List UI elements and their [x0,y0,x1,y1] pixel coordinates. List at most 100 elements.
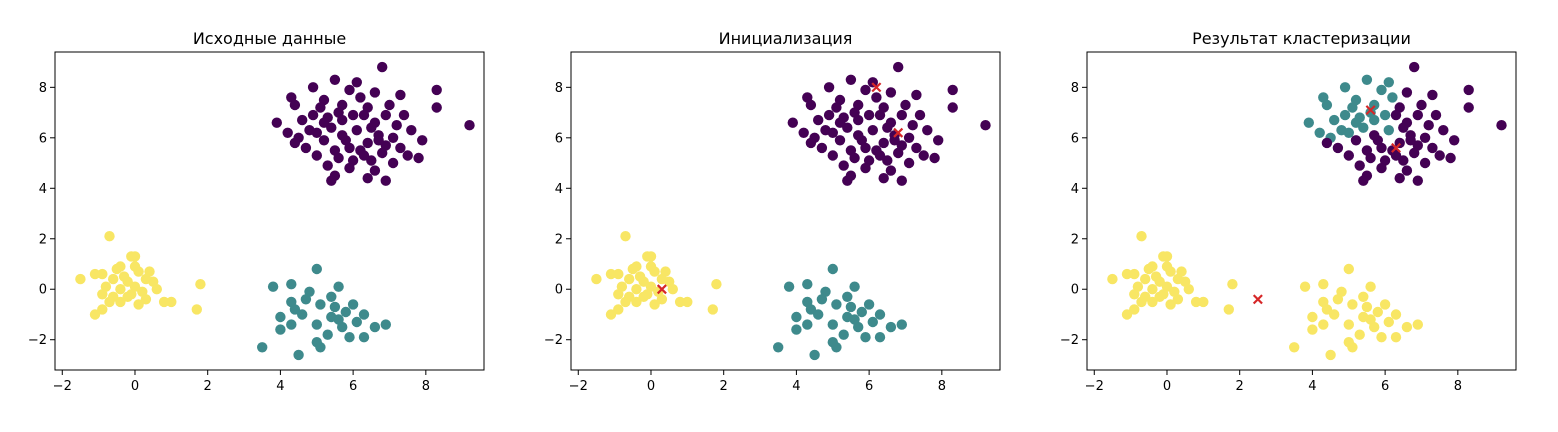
data-point [387,132,399,143]
y-tick-label: 6 [39,131,47,146]
data-point [783,281,795,292]
data-point [823,109,835,121]
centroid-stroke [656,284,667,295]
data-point [289,304,301,315]
centroid-marker [1252,294,1263,305]
data-point [1383,316,1395,328]
y-tick-label: −2 [544,333,563,348]
data-point [845,301,857,313]
data-point [1158,289,1169,300]
data-point [1390,309,1402,320]
data-point [1183,284,1195,295]
data-point [947,84,958,96]
data-point [1369,114,1380,126]
chart-title: Исходные данные [193,29,346,48]
y-tick-label: 8 [1071,81,1079,96]
data-point [1434,150,1445,161]
data-point [1329,114,1340,126]
data-point [827,263,838,275]
data-point [340,306,351,318]
data-point [1412,319,1424,330]
y-tick-label: −2 [1060,333,1079,348]
data-point [911,142,922,154]
data-point [1332,294,1344,305]
data-point [1358,122,1369,133]
data-point [402,150,413,161]
data-point [289,137,301,149]
y-tick-label: 8 [39,81,47,96]
panel-original-data: Исходные данные −2 0 2 4 6 8 −2 0 2 4 6 8 [28,29,485,394]
data-point [351,125,362,136]
data-point [75,273,86,285]
data-point [351,316,362,328]
data-point [631,284,642,295]
data-point [1379,109,1391,121]
data-point [707,304,718,315]
data-point [1419,132,1431,143]
data-point [1449,135,1460,146]
data-point [853,114,864,126]
data-point [834,135,846,146]
data-point [366,155,377,166]
data-point [1445,152,1456,164]
data-point [337,130,348,141]
data-point [333,152,344,164]
centroid-marker [893,127,904,138]
data-point [1496,120,1507,131]
data-point [867,316,878,328]
data-point [431,102,442,113]
y-tick-label: 6 [1071,131,1079,146]
data-point [391,120,402,131]
data-point [1121,309,1133,320]
data-point [860,162,871,174]
data-point [380,109,391,121]
data-point [914,109,926,121]
data-point [816,294,828,305]
data-point [805,304,817,315]
data-point [118,271,130,282]
data-point [195,279,206,290]
data-point [711,279,722,290]
data-point [1140,273,1151,285]
centroid-marker [1365,105,1376,116]
data-point [642,251,653,262]
x-tick-label: 2 [720,379,728,394]
centroid-marker [656,284,667,295]
data-point [1401,87,1413,98]
data-point [791,324,802,335]
data-point [1401,321,1413,333]
x-tick-label: 4 [276,379,284,394]
data-point [631,296,642,308]
data-point [89,268,101,280]
data-point [115,296,126,308]
data-point [358,109,370,121]
data-point [620,231,631,242]
data-point [111,263,123,275]
x-tick-label: 6 [349,379,357,394]
data-point [911,89,922,101]
data-point [417,135,428,146]
data-point [874,150,886,161]
data-point [1129,268,1140,280]
data-point [845,74,857,86]
data-point [377,61,388,73]
data-point [1303,117,1315,128]
data-point [311,127,322,138]
data-point [613,268,624,280]
data-point [1343,263,1355,275]
data-point [377,147,388,159]
data-point [311,150,322,161]
y-tick-label: 4 [555,182,563,197]
data-point [1136,231,1147,242]
centroid-marker [1391,142,1402,153]
data-point [605,268,617,280]
data-point [827,150,838,161]
centroid-stroke [1365,105,1376,116]
data-point [347,109,359,121]
data-point [1161,261,1173,272]
chart-title: Инициализация [719,29,853,48]
data-point [158,296,170,308]
data-point [1343,150,1355,161]
data-point [1329,309,1340,320]
